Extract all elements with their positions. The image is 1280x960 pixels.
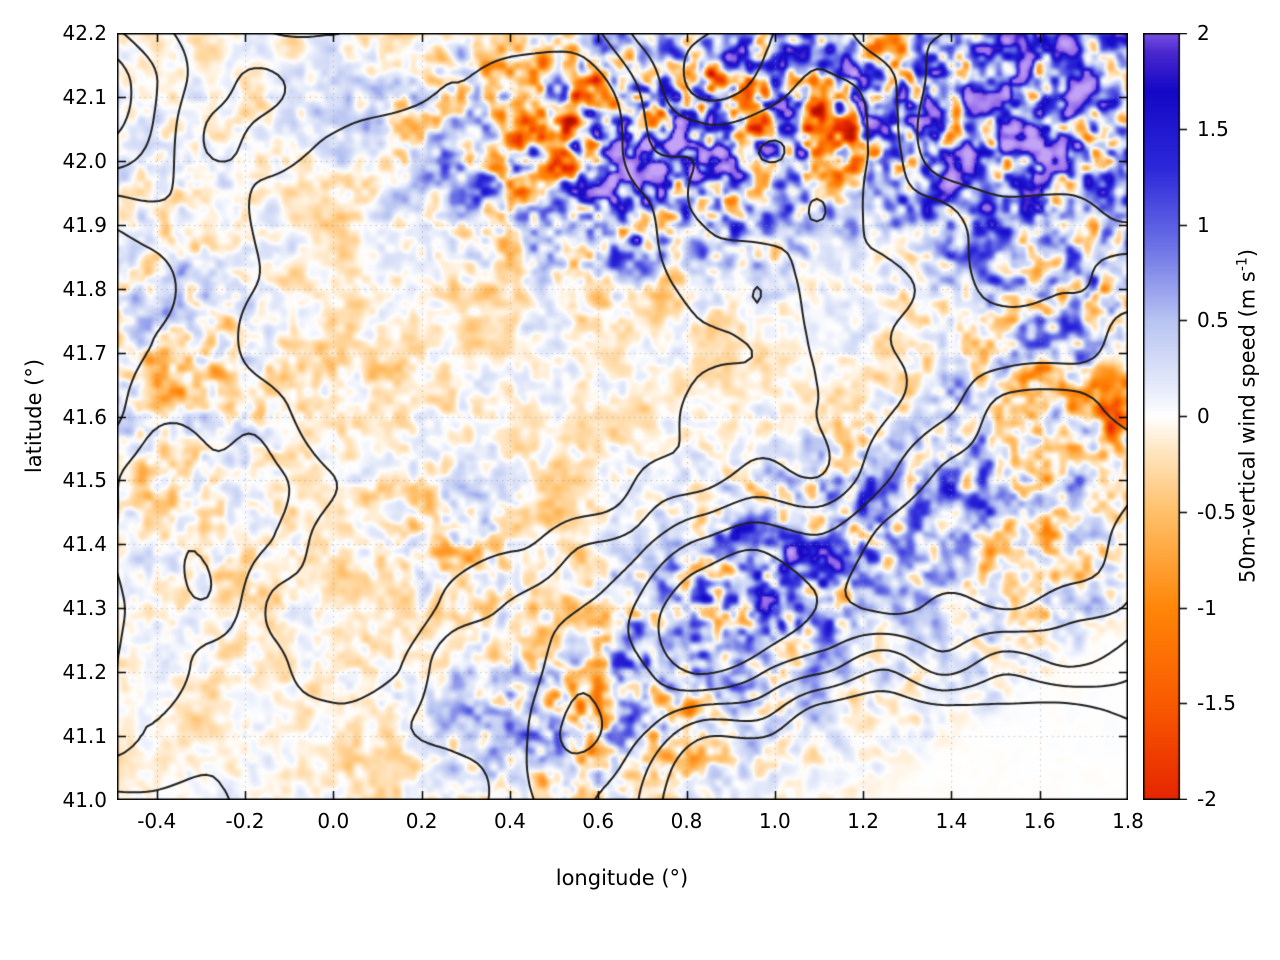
y-tick-label: 41.0 (62, 788, 107, 812)
colorbar-tick-label: -0.5 (1197, 499, 1237, 524)
x-tick-label: 1.2 (847, 809, 879, 833)
y-tick-label: 41.4 (62, 532, 107, 557)
y-tick-label: 41.7 (62, 340, 107, 365)
x-tick-label: -0.4 (137, 809, 177, 833)
colorbar-tick-label: 2 (1197, 21, 1210, 45)
colorbar-title: 50m-vertical wind speed (m s-1) (1235, 249, 1260, 583)
y-tick-label: 42.0 (62, 148, 107, 173)
x-tick-label: 1.0 (758, 809, 791, 833)
colorbar-gradient (1143, 33, 1191, 800)
heatmap-canvas (117, 33, 1128, 800)
y-tick-label: 41.8 (62, 276, 107, 301)
y-tick-label: 41.3 (62, 596, 107, 621)
x-tick-label: 1.4 (935, 809, 968, 833)
colorbar-tick-label: -1 (1197, 595, 1217, 620)
x-tick-label: 1.6 (1023, 809, 1056, 833)
colorbar-title-sup: -1 (1234, 257, 1251, 272)
y-tick-label: 42.2 (62, 21, 107, 45)
colorbar-tick-label: 1 (1197, 212, 1210, 237)
colorbar-title-close: ) (1235, 248, 1260, 258)
y-tick-label: 41.5 (62, 468, 107, 493)
x-tick-label: 0.2 (405, 809, 438, 833)
x-tick-label: -0.2 (225, 809, 265, 833)
y-tick-label: 42.1 (62, 84, 107, 109)
x-tick-label: 0.4 (494, 809, 526, 833)
y-tick-label: 41.6 (62, 404, 107, 429)
colorbar-tick-label: 0 (1197, 404, 1210, 428)
x-tick-label: 0.6 (582, 809, 615, 833)
x-tick-label: 0.8 (670, 809, 703, 833)
x-axis-title: longitude (°) (555, 866, 689, 890)
y-axis-title: latitude (°) (22, 358, 46, 474)
x-tick-label: 0.0 (317, 809, 350, 833)
y-tick-label: 41.2 (62, 660, 107, 685)
x-tick-label: 1.8 (1112, 809, 1144, 833)
colorbar-tick-label: -1.5 (1197, 691, 1237, 716)
y-tick-label: 41.1 (62, 724, 107, 749)
colorbar-tick-label: 1.5 (1197, 116, 1229, 141)
y-tick-label: 41.9 (62, 212, 107, 237)
colorbar-title-main: 50m-vertical wind speed (m s (1235, 271, 1260, 584)
colorbar-tick-label: 0.5 (1197, 308, 1229, 333)
colorbar-tick-label: -2 (1197, 787, 1217, 811)
